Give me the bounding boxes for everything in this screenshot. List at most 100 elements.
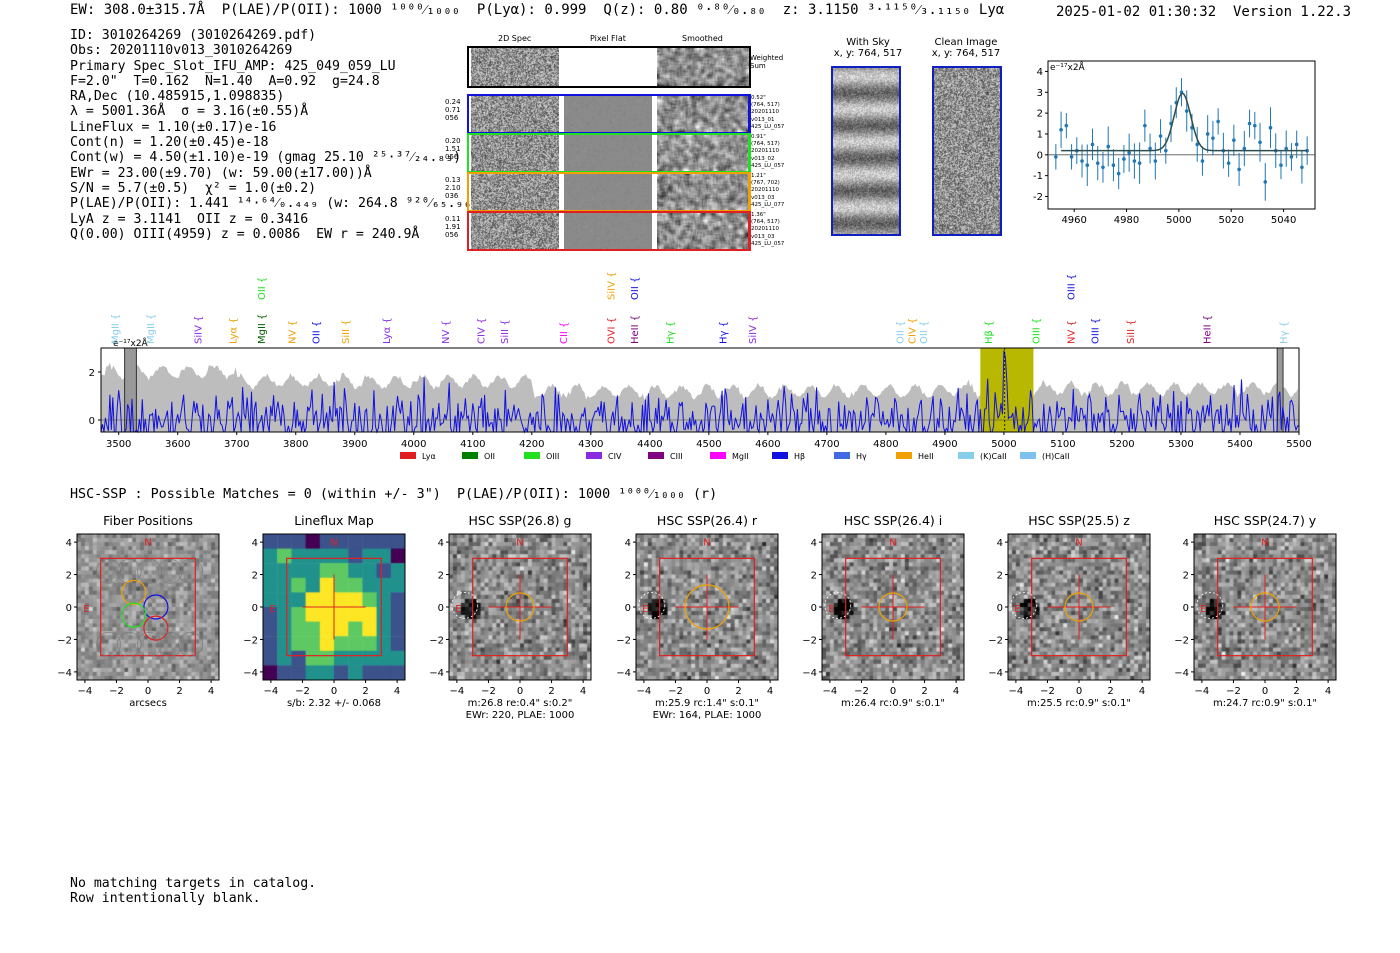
panel-ytick-label: 4 [252, 538, 258, 549]
panel-caption: m:26.8 re:0.4" s:0.2" [468, 698, 573, 709]
panel-ytick-label: −2 [616, 635, 631, 646]
zoom-data-point [1205, 132, 1210, 136]
cutout-row-left-label: 0.24 0.71 056 [445, 98, 461, 122]
zoom-data-point [1127, 150, 1131, 155]
hsc-ssp-title: HSC-SSP : Possible Matches = 0 (within +… [70, 487, 718, 502]
spectral-line-label: OVI { [606, 317, 617, 344]
north-marker: N [144, 537, 151, 548]
catalog-source-ellipse [451, 591, 479, 619]
with-sky-image [831, 66, 901, 236]
zoom-data-point [1300, 165, 1304, 170]
spectral-line-label: SiII { [1126, 319, 1137, 344]
panel-title: HSC SSP(25.5) z [1028, 513, 1130, 528]
spectral-line-label: CIV { [907, 318, 918, 344]
zoom-data-point [1122, 157, 1126, 161]
zoom-data-point [1237, 167, 1241, 172]
cutout-row [467, 172, 751, 212]
panel-xtick-label: 0 [517, 686, 523, 697]
east-marker: E [456, 604, 462, 615]
panel-caption: m:26.4 rc:0.9" s:0.1" [841, 698, 945, 709]
panel-xtick-label: 0 [1076, 686, 1082, 697]
legend-swatch [772, 452, 788, 459]
col-label-smoothed: Smoothed [682, 34, 723, 43]
aperture-circle [1250, 592, 1280, 622]
line-fit-plot: -2 -1 0 1 2 3 4 4960 4980 5000 5020 5040 e⁻¹⁷x2Å [1033, 60, 1316, 226]
hsc-panel-img: HSC SSP(26.4) i N E −4 −4 −2 −2 0 0 2 2 4 4 m:26.4 rc… [802, 513, 965, 709]
info-line: S/N = 5.7(±0.5) χ² = 1.0(±0.2) [70, 180, 317, 196]
zoom-data-point [1232, 138, 1236, 143]
panel-title: HSC SSP(26.4) r [657, 513, 758, 528]
panel-xtick-label: −2 [109, 686, 124, 697]
panel-caption: EWr: 220, PLAE: 1000 [466, 710, 575, 721]
weighted-2d-spec [471, 48, 559, 86]
east-marker: E [1014, 604, 1020, 615]
zoom-data-point [1158, 134, 1163, 138]
spectrum-xtick-label: 4300 [578, 439, 603, 450]
spectrum-xtick-label: 4100 [460, 439, 485, 450]
zoom-data-point [1268, 125, 1273, 130]
panel-xtick-label: 2 [176, 686, 182, 697]
panel-ytick-label: 2 [66, 571, 72, 582]
aperture-circle [683, 584, 730, 630]
zoom-data-point [1184, 109, 1189, 113]
panel-xtick-label: 4 [953, 686, 959, 697]
fiber-circle-outline [96, 559, 121, 584]
hsc-panel-img: HSC SSP(26.4) r N E −4 −4 −2 −2 0 0 2 2 4 4 m:25.9 rc… [616, 513, 779, 721]
zoom-unit-label: e⁻¹⁷x2Å [1050, 61, 1086, 73]
legend-swatch [524, 452, 540, 459]
zoom-data-point [1305, 148, 1309, 153]
zoom-data-point [1116, 171, 1121, 176]
legend-label: MgII [732, 452, 749, 461]
info-line: LineFlux = 1.10(±0.17)e-16 [70, 119, 277, 135]
panel-xtick-label: 0 [145, 686, 151, 697]
fiber-circle-outline [96, 632, 121, 657]
spectral-line-label: OII { [311, 321, 322, 344]
cutout-row-right-label: 0.91" (764, 517) 20201110 v013_02 425_LU… [751, 134, 785, 169]
legend-label: Lyα [422, 452, 436, 461]
panel-ytick-label: −2 [802, 635, 817, 646]
panel-ytick-label: −2 [430, 635, 445, 646]
spectral-line-label: MgII { [146, 314, 157, 344]
spectral-line-label: OIII { [1031, 318, 1042, 344]
spectral-line-label: SiIV { [193, 316, 204, 344]
fiber-circle-outline [116, 559, 142, 584]
spectrum-xtick-label: 3800 [283, 439, 308, 450]
panel-search-box [286, 557, 383, 657]
panel-xtick-label: −2 [1226, 686, 1241, 697]
fiber-circle-outline [137, 559, 162, 584]
zoom-data-point [1216, 119, 1220, 124]
spectrum-xtick-label: 5000 [991, 439, 1016, 450]
legend-swatch [896, 452, 912, 459]
legend-label: OII [484, 452, 495, 461]
panel-xtick-label: 0 [890, 686, 896, 697]
panel-ytick-label: 4 [1183, 538, 1189, 549]
spectrum-xtick-label: 5500 [1286, 439, 1311, 450]
zoom-data-point [1200, 159, 1205, 163]
spectrum-flux-line [100, 350, 1300, 434]
panel-search-box [658, 557, 755, 657]
east-marker: E [642, 604, 648, 615]
spectral-cutouts: 2D Spec Pixel Flat Smoothed Weighted Sum… [440, 32, 790, 257]
cutout-row-color-bar [748, 94, 750, 132]
panel-ytick-label: 4 [624, 538, 630, 549]
spectral-line-label: OIII { [1067, 274, 1078, 300]
panel-ytick-label: −4 [243, 668, 258, 679]
legend-swatch [648, 452, 664, 459]
cutout-smoothed [657, 96, 749, 132]
catalog-source-ellipse [637, 591, 665, 619]
spectral-line-label: Lyα { [382, 317, 393, 344]
info-line: RA,Dec (10.485915,1.098835) [70, 89, 285, 105]
panel-ytick-label: 0 [810, 603, 816, 614]
info-line: EWr = 23.00(±9.70) (w: 59.00(±17.00))Å [70, 165, 372, 181]
fiber-circle-outline [157, 559, 183, 584]
legend-label: CIII [670, 452, 683, 461]
cutout-row-left-label: 0.11 1.91 056 [445, 215, 461, 239]
panel-ytick-label: 4 [810, 538, 816, 549]
panel-xtick-label: 2 [735, 686, 741, 697]
panel-search-box [1217, 557, 1314, 657]
panel-xtick-label: 0 [331, 686, 337, 697]
zoom-ytick-label: -1 [1033, 171, 1043, 182]
info-line: Q(0.00) OIII(4959) z = 0.0086 EW r = 240… [70, 226, 420, 242]
zoom-data-point [1080, 159, 1084, 163]
spectral-line-label: SiII { [341, 319, 352, 344]
